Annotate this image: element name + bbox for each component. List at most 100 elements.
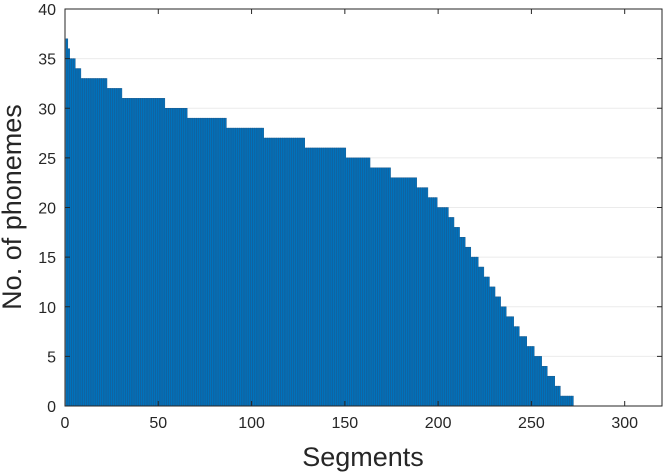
bar-segment-88 [227,127,231,407]
bar-segment-249 [528,346,531,407]
bar-segment-55 [166,108,169,407]
bar-segment-184 [407,177,410,407]
bar-segment-209 [453,227,457,407]
bar-segment-65 [185,108,188,407]
bar-segment-236 [504,306,507,407]
bar-segment-210 [455,227,458,407]
bar-segment-243 [517,326,520,407]
bar-segment-163 [367,157,371,407]
bar-segment-34 [127,98,130,407]
bar-segment-139 [323,147,326,407]
bar-segment-112 [272,137,276,407]
bar-segment-247 [524,336,527,407]
bar-segment-157 [356,157,360,407]
bar-segment-46 [149,98,153,407]
bar-segment-171 [382,167,386,407]
bar-segment-159 [360,157,363,407]
bar-segment-215 [464,246,468,407]
bar-segment-2 [67,48,70,407]
y-axis-ticks: 0 5 10 15 20 25 30 35 40 [38,2,662,416]
bar-segment-113 [274,137,277,407]
bar-segment-49 [155,98,158,407]
bar-segment-99 [248,127,251,407]
bar-segment-268 [563,395,567,407]
bar-segment-6 [75,68,78,407]
bar-segment-137 [319,147,322,407]
bar-segment-127 [300,137,304,407]
bar-segment-149 [341,147,345,407]
bar-segment-40 [138,98,141,407]
bar-segment-14 [89,78,93,407]
bar-segment-181 [401,177,404,407]
bar-segment-254 [537,356,541,407]
bar-segment-252 [533,356,537,407]
bar-segment-9 [80,78,83,407]
bar-segment-125 [297,137,300,407]
bar-segment-164 [369,167,373,407]
bar-segment-63 [181,108,184,407]
bar-segment-219 [472,256,475,407]
bar-segment-161 [364,157,367,407]
bar-segment-231 [494,296,498,407]
bar-segment-208 [451,217,455,407]
bar-segment-141 [326,147,330,407]
y-tick-label-5: 5 [47,349,56,366]
bar-segment-258 [545,366,548,407]
bar-segment-62 [179,108,182,407]
bar-segment-174 [388,167,391,407]
bar-segment-214 [463,237,466,407]
bar-segment-43 [144,98,147,407]
bar-segment-194 [425,187,429,407]
bar-segment-213 [461,237,464,407]
bar-segment-26 [112,88,115,407]
bar-segment-178 [395,177,399,407]
bar-segment-169 [379,167,382,407]
bar-segment-118 [283,137,287,407]
bar-segment-188 [414,177,417,407]
bar-segment-165 [371,167,375,407]
bar-segment-42 [142,98,145,407]
bar-segment-257 [543,366,546,407]
bar-segment-272 [571,395,574,407]
bar-segment-235 [502,306,505,407]
bar-segment-132 [310,147,313,407]
bar-segment-241 [513,326,516,407]
bar-segment-211 [457,227,460,407]
bar-segment-89 [229,127,233,407]
bar-segment-240 [511,316,514,407]
bar-segment-98 [246,127,250,407]
bar-segment-39 [136,98,139,407]
y-tick-label-40: 40 [38,2,56,19]
bar-segment-45 [147,98,151,407]
bar-segment-261 [550,375,554,407]
bar-segment-73 [200,117,203,407]
bar-segment-74 [201,117,205,407]
bar-segment-41 [140,98,143,407]
bar-segment-195 [427,197,430,407]
bar-segment-85 [222,117,225,407]
bar-segment-19 [99,78,102,407]
bar-segment-91 [233,127,236,407]
bar-segment-93 [237,127,240,407]
bar-segment-140 [325,147,328,407]
bar-segment-134 [313,147,317,407]
bar-segment-168 [377,167,380,407]
bar-segment-179 [397,177,401,407]
bar-segment-48 [153,98,156,407]
bar-segment-196 [429,197,432,407]
bar-segment-144 [332,147,335,407]
bar-segment-158 [358,157,361,407]
bar-segment-36 [130,98,134,407]
bar-segment-109 [267,137,270,407]
bar-segment-117 [282,137,285,407]
bar-segment-256 [541,366,544,407]
y-tick-label-20: 20 [38,201,56,218]
bar-segment-218 [470,256,473,407]
bar-segment-15 [91,78,95,407]
bar-segment-30 [119,88,123,407]
bar-segment-147 [338,147,341,407]
bar-segment-173 [386,167,389,407]
bar-segment-92 [235,127,238,407]
bar-segment-230 [492,286,496,407]
